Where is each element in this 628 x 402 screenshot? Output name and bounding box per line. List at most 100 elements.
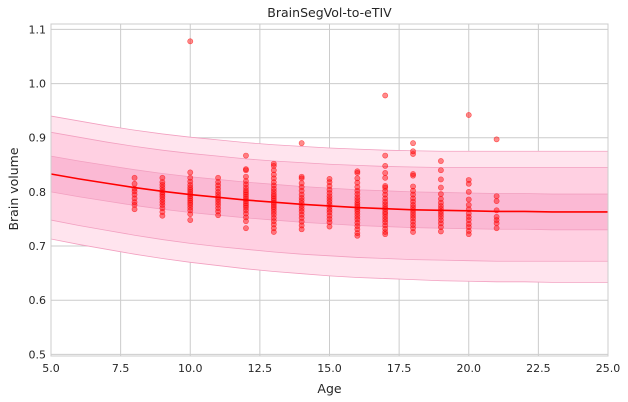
data-point (354, 191, 361, 197)
x-axis-title: Age (317, 381, 341, 396)
data-point (131, 191, 138, 198)
data-point (270, 167, 277, 174)
x-tick-label: 12.5 (248, 362, 273, 375)
data-point (382, 92, 389, 99)
data-point (270, 162, 277, 169)
data-point (382, 174, 389, 181)
data-point (270, 160, 277, 167)
data-point (382, 170, 389, 176)
y-tick-label: 0.9 (29, 132, 47, 145)
x-tick-label: 7.5 (112, 362, 130, 375)
data-point (187, 201, 194, 208)
data-point (354, 219, 361, 226)
x-tick-label: 25.0 (596, 362, 621, 375)
data-point (382, 187, 389, 194)
x-tick-label: 17.5 (387, 362, 412, 375)
data-point (493, 217, 500, 223)
data-point (298, 214, 305, 221)
data-point (187, 199, 194, 206)
data-point (465, 177, 472, 183)
data-point (382, 198, 389, 205)
y-axis-title: Brain volume (6, 147, 21, 230)
data-point (410, 140, 416, 147)
data-point (493, 225, 500, 232)
data-point (270, 218, 277, 225)
data-point (410, 171, 416, 177)
data-point (243, 181, 249, 188)
data-point (131, 174, 138, 181)
x-tick-label: 20.0 (457, 362, 482, 375)
data-point (243, 173, 249, 180)
data-point (243, 225, 249, 232)
data-point (465, 217, 472, 223)
data-point (437, 167, 444, 174)
data-point (131, 180, 138, 187)
data-point (493, 136, 500, 143)
data-point (159, 193, 166, 200)
data-point (243, 191, 249, 198)
data-point (465, 224, 472, 230)
data-point (437, 220, 444, 227)
y-axis-ticks: 0.5 0.6 0.7 0.8 0.9 1.0 1.1 (29, 23, 47, 361)
plot-area (50, 23, 609, 357)
data-point (465, 213, 472, 220)
data-point (187, 186, 194, 193)
data-point (298, 173, 305, 180)
y-tick-label: 1.1 (29, 23, 47, 36)
data-point (437, 184, 444, 191)
data-point (354, 170, 361, 176)
y-tick-label: 1.0 (29, 78, 47, 91)
data-point (437, 158, 444, 164)
data-point (354, 168, 361, 175)
chart-title: BrainSegVol-to-eTIV (267, 5, 392, 20)
data-point (437, 203, 444, 209)
data-point (298, 140, 305, 147)
data-point (215, 208, 221, 215)
data-point (437, 191, 444, 197)
data-point (270, 214, 277, 221)
data-point (354, 175, 361, 182)
trend-line (50, 173, 608, 213)
outer-percentile-band-upper-edge (50, 115, 608, 152)
outer-percentile-band-lower-edge (50, 238, 608, 283)
data-point (410, 225, 416, 232)
data-point (493, 193, 500, 200)
data-point (465, 112, 472, 118)
trend-line-group (50, 173, 608, 213)
data-point (243, 202, 249, 209)
scatter-points (131, 38, 500, 239)
y-tick-label: 0.6 (29, 294, 47, 307)
data-point (382, 162, 389, 169)
data-point (410, 222, 416, 228)
data-point (382, 152, 389, 159)
x-tick-label: 22.5 (526, 362, 551, 375)
data-point (187, 38, 194, 45)
data-point (465, 201, 472, 208)
data-point (354, 223, 361, 229)
data-point (493, 220, 500, 227)
data-point (326, 212, 333, 219)
y-tick-label: 0.8 (29, 186, 47, 199)
data-point (270, 193, 277, 200)
data-point (187, 169, 194, 176)
data-point (187, 195, 194, 202)
plot-frame (50, 23, 609, 357)
data-point (270, 221, 277, 228)
data-point (187, 181, 194, 188)
data-point (243, 210, 249, 217)
data-point (215, 205, 221, 212)
data-point (410, 218, 416, 225)
data-point (298, 211, 305, 218)
middle-percentile-band-upper-edge (50, 131, 608, 168)
x-tick-label: 5.0 (42, 362, 60, 375)
data-point (326, 193, 333, 200)
data-point (270, 182, 277, 189)
data-point (326, 223, 333, 230)
data-point (326, 179, 333, 186)
data-point (437, 196, 444, 202)
data-point (410, 172, 416, 179)
data-point (215, 179, 221, 186)
data-point (159, 179, 166, 186)
y-tick-label: 0.5 (29, 348, 47, 361)
